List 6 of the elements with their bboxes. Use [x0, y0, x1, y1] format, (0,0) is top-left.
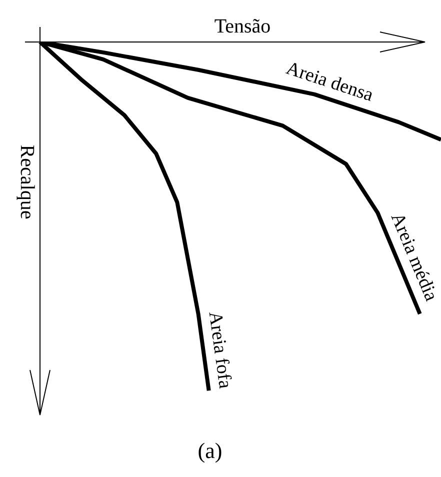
text: Areia média [386, 210, 441, 305]
y-axis-title: Recalque [16, 144, 38, 220]
text: Areia densa [284, 58, 376, 106]
text: (a) [198, 438, 222, 463]
text: Areia fofa [204, 310, 236, 390]
x-axis-title: Tensão [214, 15, 271, 38]
